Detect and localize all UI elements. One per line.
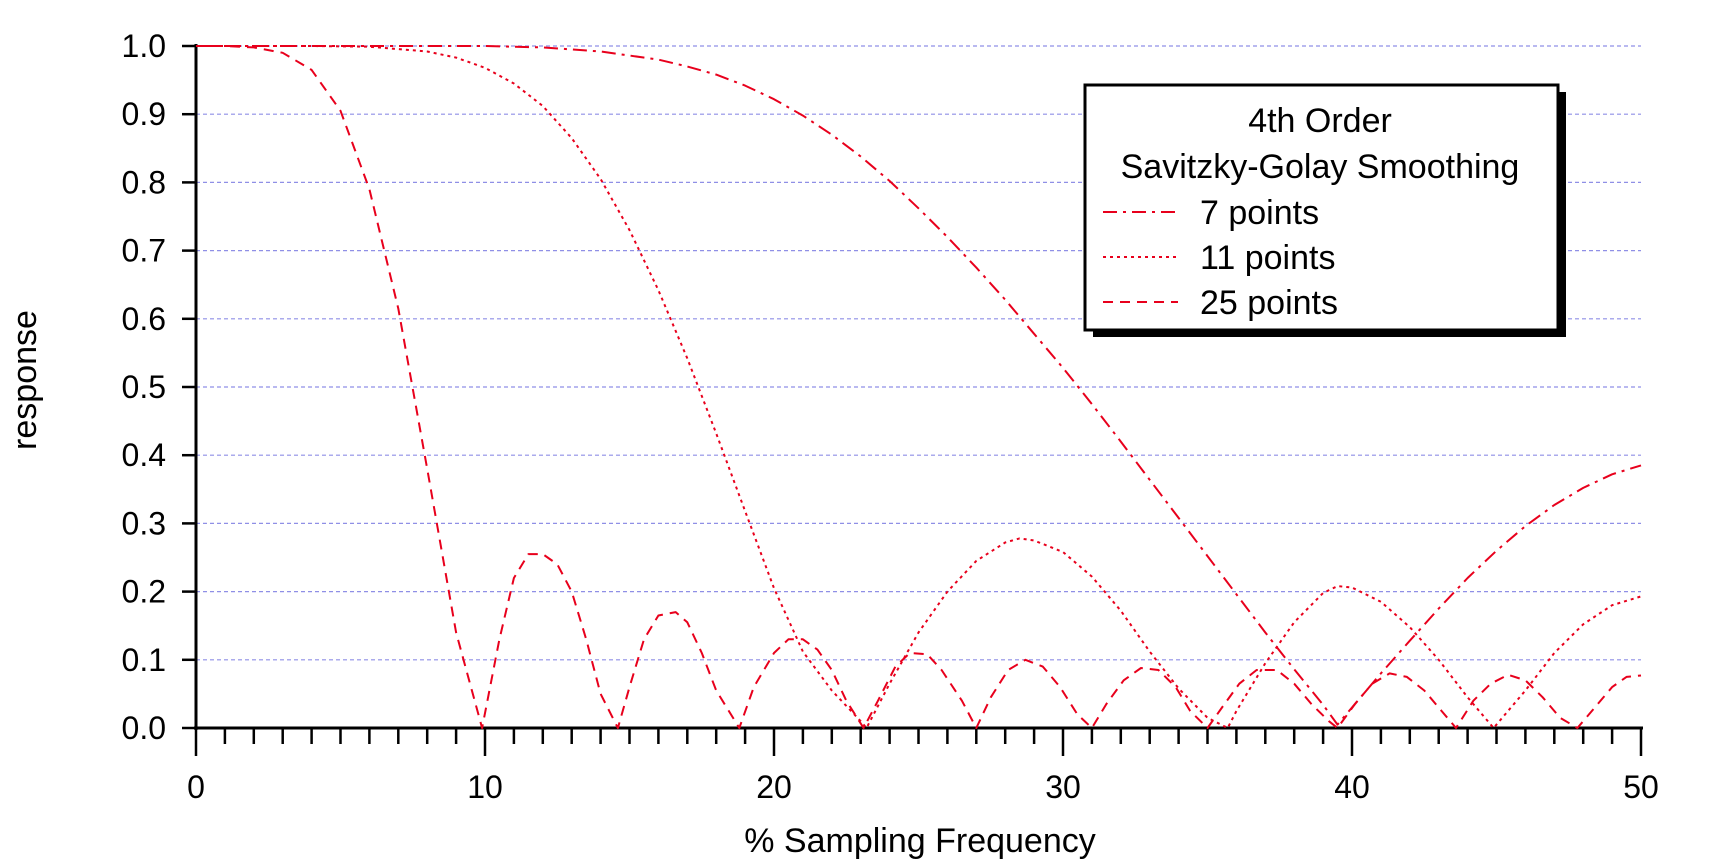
- series-lines: [196, 45, 1642, 729]
- y-axis-ticks: 0.0 0.1 0.2 0.3 0.4 0.5 0.6 0.7 0.8 0.9 1.0: [122, 28, 196, 746]
- legend-label-25-points: 25 points: [1200, 284, 1338, 322]
- y-tick-label-0.5: 0.5: [122, 369, 166, 405]
- legend-label-7-points: 7 points: [1200, 194, 1319, 232]
- series-line-7-points: [196, 45, 1642, 726]
- x-tick-label-40: 40: [1334, 769, 1370, 805]
- y-tick-label-0.7: 0.7: [122, 233, 166, 269]
- x-tick-label-50: 50: [1623, 769, 1659, 805]
- x-tick-label-20: 20: [756, 769, 792, 805]
- y-tick-label-0.0: 0.0: [122, 710, 166, 746]
- legend: 4th Order Savitzky-Golay Smoothing 7 poi…: [1083, 83, 1566, 337]
- x-tick-label-0: 0: [187, 769, 205, 805]
- y-tick-label-1.0: 1.0: [122, 28, 166, 64]
- x-axis-title: % Sampling Frequency: [744, 822, 1096, 860]
- legend-title-line2: Savitzky-Golay Smoothing: [1121, 148, 1520, 186]
- legend-title-line1: 4th Order: [1248, 102, 1392, 140]
- x-tick-label-30: 30: [1045, 769, 1081, 805]
- y-tick-label-0.4: 0.4: [122, 437, 166, 473]
- y-axis-title: response: [6, 310, 44, 450]
- legend-box: [1083, 83, 1560, 332]
- y-tick-label-0.3: 0.3: [122, 505, 166, 541]
- y-tick-label-0.9: 0.9: [122, 96, 166, 132]
- x-axis-ticks: 0 10 20 30 40 50: [187, 728, 1659, 805]
- legend-label-11-points: 11 points: [1200, 239, 1335, 277]
- series-line-11-points: [196, 45, 1642, 729]
- y-tick-label-0.1: 0.1: [122, 642, 166, 678]
- x-tick-label-10: 10: [467, 769, 503, 805]
- series-line-25-points: [196, 45, 1642, 729]
- y-tick-label-0.2: 0.2: [122, 574, 166, 610]
- y-tick-label-0.8: 0.8: [122, 164, 166, 200]
- y-tick-label-0.6: 0.6: [122, 301, 166, 337]
